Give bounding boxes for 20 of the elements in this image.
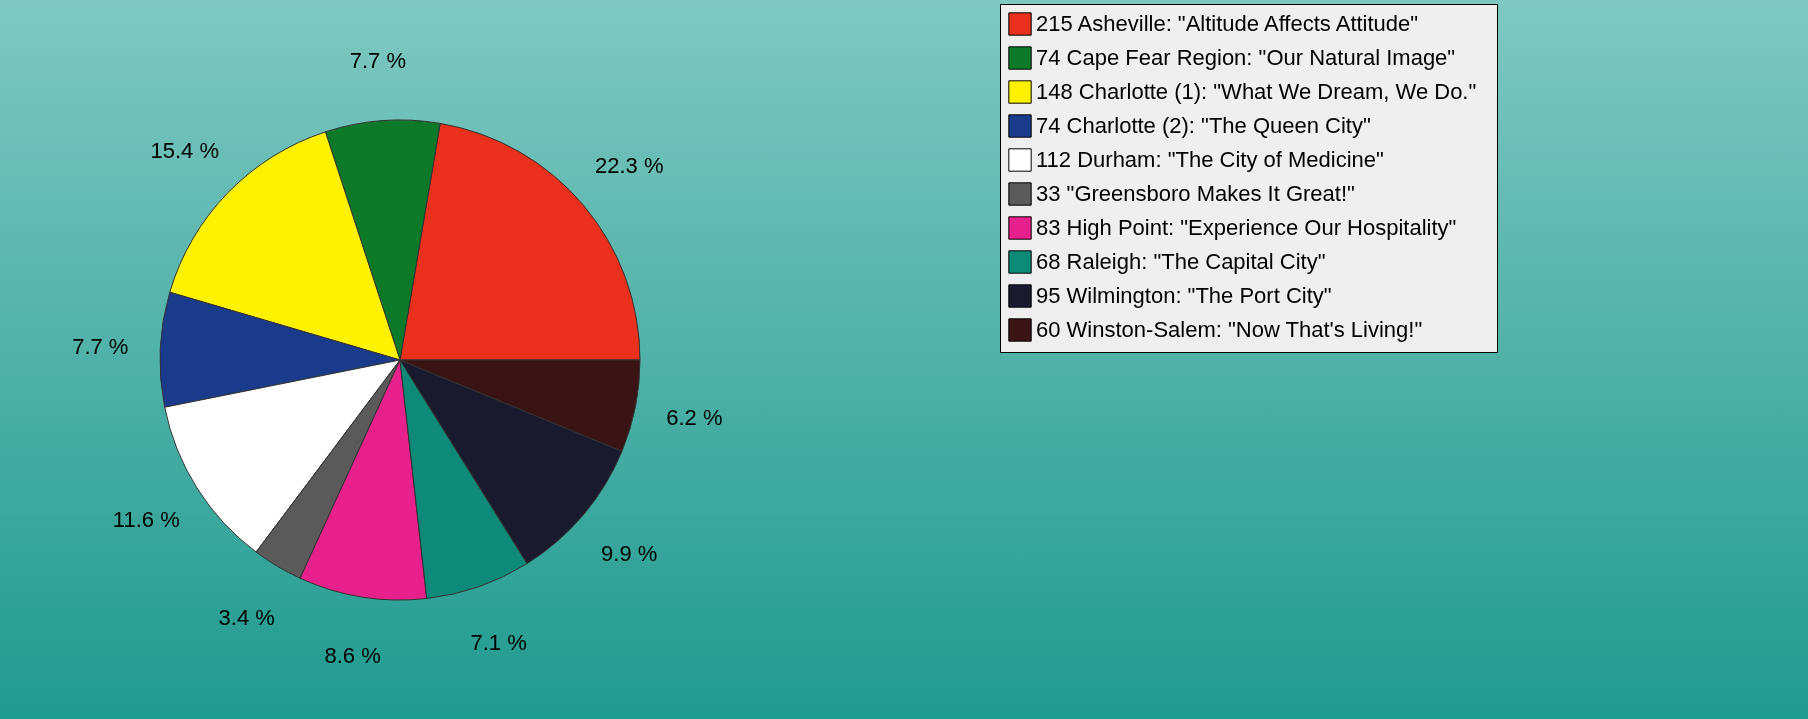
legend-label: 74 Cape Fear Region: "Our Natural Image" <box>1036 45 1456 70</box>
legend-label: 60 Winston-Salem: "Now That's Living!" <box>1036 317 1423 342</box>
legend-label: 95 Wilmington: "The Port City" <box>1036 283 1332 308</box>
legend-label: 148 Charlotte (1): "What We Dream, We Do." <box>1036 79 1477 104</box>
legend-label: 215 Asheville: "Altitude Affects Attitude" <box>1036 11 1419 36</box>
data-label: 8.6 % <box>324 643 381 669</box>
legend-label: 74 Charlotte (2): "The Queen City" <box>1036 113 1371 138</box>
legend-label: 68 Raleigh: "The Capital City" <box>1036 249 1326 274</box>
legend-label: 83 High Point: "Experience Our Hospitality" <box>1036 215 1457 240</box>
data-label: 7.1 % <box>470 630 527 656</box>
data-label: 7.7 % <box>349 47 406 73</box>
legend-label: 33 "Greensboro Makes It Great!" <box>1036 181 1355 206</box>
data-label: 3.4 % <box>218 604 275 630</box>
data-label: 9.9 % <box>601 540 658 566</box>
legend-label: 112 Durham: "The City of Medicine" <box>1036 147 1384 172</box>
data-label: 6.2 % <box>666 405 723 431</box>
data-label: 22.3 % <box>594 153 664 179</box>
data-label: 15.4 % <box>150 138 219 164</box>
data-label: 7.7 % <box>72 333 129 359</box>
data-label: 11.6 % <box>112 507 180 533</box>
